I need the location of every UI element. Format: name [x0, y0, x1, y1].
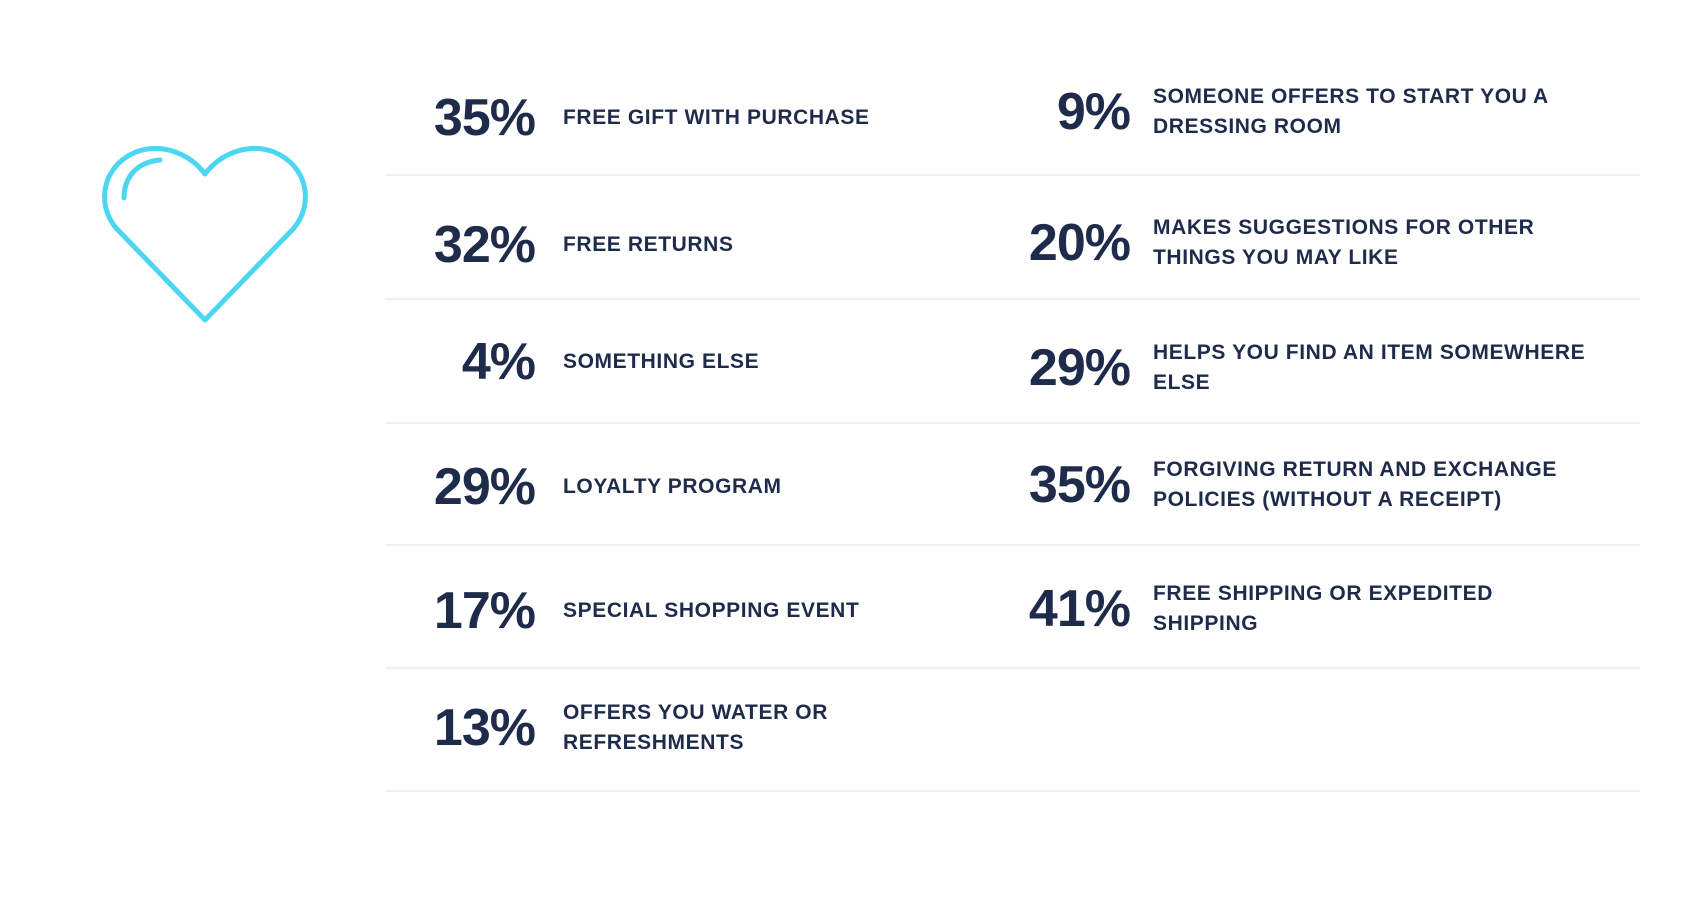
row-divider — [385, 298, 1640, 300]
stat-label: FORGIVING RETURN AND EXCHANGE POLICIES (… — [1153, 458, 1557, 511]
stat-label: SPECIAL SHOPPING EVENT — [563, 599, 860, 622]
stat-percentage: 29% — [433, 458, 536, 516]
stat-percentage: 13% — [433, 699, 536, 757]
heart-highlight — [121, 157, 163, 201]
stat-label: FREE SHIPPING OR EXPEDITED SHIPPING — [1153, 582, 1493, 635]
stat-percentage: 41% — [1028, 580, 1131, 638]
stat-label: MAKES SUGGESTIONS FOR OTHER THINGS YOU M… — [1153, 216, 1535, 269]
stat-label: LOYALTY PROGRAM — [563, 475, 782, 498]
row-divider — [385, 174, 1640, 176]
stat-percentage: 35% — [433, 89, 536, 147]
stat-label: HELPS YOU FIND AN ITEM SOMEWHERE ELSE — [1153, 341, 1586, 394]
row-divider — [385, 544, 1640, 546]
heart-icon — [102, 146, 308, 323]
stat-percentage: 17% — [433, 582, 536, 640]
stat-label: OFFERS YOU WATER OR REFRESHMENTS — [563, 701, 828, 754]
stat-percentage: 4% — [461, 333, 536, 391]
stat-label: FREE GIFT WITH PURCHASE — [563, 106, 870, 129]
heart-icon-container — [100, 140, 310, 330]
stat-label: SOMEONE OFFERS TO START YOU A DRESSING R… — [1153, 85, 1549, 138]
stat-percentage: 20% — [1028, 214, 1131, 272]
row-divider — [385, 790, 1640, 792]
stat-percentage: 35% — [1028, 456, 1131, 514]
stat-percentage: 29% — [1028, 339, 1131, 397]
stat-percentage: 32% — [433, 216, 536, 274]
heart-outline — [102, 146, 308, 323]
row-divider — [385, 422, 1640, 424]
stat-label: FREE RETURNS — [563, 233, 734, 256]
row-divider — [385, 667, 1640, 669]
stat-label: SOMETHING ELSE — [563, 350, 760, 373]
stat-percentage: 9% — [1056, 83, 1131, 141]
